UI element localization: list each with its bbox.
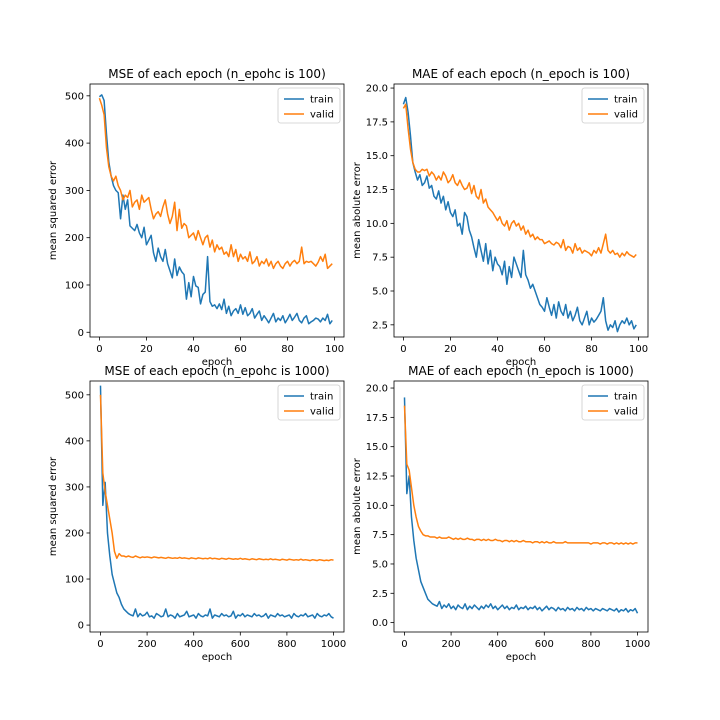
chart-panel-3: 0 200 400 600 800 1000 0 100 200 300 400 500 MSE of … [48, 364, 346, 663]
y-axis-label: mean abolute error [352, 457, 363, 555]
y-tick-label: 20.0 [366, 84, 388, 95]
x-tick-label: 80 [585, 344, 598, 355]
y-tick-label: 500 [65, 91, 84, 102]
y-tick-label: 2.5 [372, 589, 388, 600]
y-tick-label: 300 [65, 186, 84, 197]
x-tick-label: 0 [400, 344, 406, 355]
x-tick-label: 400 [488, 639, 507, 650]
series-line-train [402, 96, 637, 333]
x-tick-label: 80 [281, 344, 294, 355]
series-line-valid [403, 405, 638, 545]
x-tick-label: 400 [184, 639, 203, 650]
y-tick-label: 12.5 [366, 185, 388, 196]
series-line-valid [402, 103, 637, 258]
series-line-train [98, 94, 333, 325]
chart-title: MAE of each epoch (n_epoch is 100) [412, 67, 630, 81]
x-tick-label: 800 [581, 639, 600, 650]
x-tick-label: 1000 [625, 639, 650, 650]
legend-label-valid: valid [310, 407, 334, 418]
x-tick-label: 1000 [321, 639, 346, 650]
x-tick-label: 60 [234, 344, 247, 355]
chart-panel-1: 0 20 40 60 80 100 0 100 200 300 400 500 MSE of each … [48, 67, 345, 368]
x-tick-label: 0 [96, 344, 102, 355]
chart-title: MAE of each epoch (n_epoch is 1000) [408, 364, 634, 378]
legend-label-train: train [310, 95, 333, 106]
y-tick-label: 300 [65, 482, 84, 493]
series-line-train [99, 385, 334, 619]
y-tick-label: 15.0 [366, 442, 388, 453]
y-tick-label: 12.5 [366, 472, 388, 483]
legend-label-valid: valid [614, 110, 638, 121]
y-tick-label: 500 [65, 390, 84, 401]
x-tick-label: 200 [442, 639, 461, 650]
y-tick-label: 7.5 [372, 530, 388, 541]
y-tick-label: 5.0 [372, 559, 388, 570]
x-tick-label: 60 [538, 344, 551, 355]
x-tick-label: 200 [138, 639, 157, 650]
y-tick-label: 200 [65, 528, 84, 539]
y-tick-label: 10.0 [366, 219, 388, 230]
legend-label-train: train [614, 95, 637, 106]
x-tick-label: 40 [187, 344, 200, 355]
chart-panel-2: 0 20 40 60 80 100 2.5 5.0 7.5 10.0 12.5 15.0 17.5 20.… [352, 67, 649, 368]
chart-panel-4: 0 200 400 600 800 1000 0.0 2.5 5.0 7.5 10.0 12.5 15.… [352, 364, 650, 663]
series-line-valid [98, 97, 333, 270]
x-tick-label: 40 [491, 344, 504, 355]
x-tick-label: 600 [231, 639, 250, 650]
chart-title: MSE of each epoch (n_epohc is 100) [108, 67, 326, 81]
x-axis-label: epoch [506, 357, 536, 368]
y-tick-label: 20.0 [366, 384, 388, 395]
y-axis-label: mean abolute error [352, 161, 363, 259]
x-tick-label: 20 [444, 344, 457, 355]
x-axis-label: epoch [202, 357, 232, 368]
y-tick-label: 5.0 [372, 287, 388, 298]
legend-label-train: train [310, 392, 333, 403]
y-axis-label: mean squared error [48, 160, 59, 260]
series-line-valid [99, 394, 334, 562]
y-axis-label: mean squared error [48, 456, 59, 556]
y-tick-label: 200 [65, 233, 84, 244]
x-tick-label: 100 [629, 344, 648, 355]
legend: train valid [277, 384, 341, 421]
x-tick-label: 800 [277, 639, 296, 650]
chart-title: MSE of each epoch (n_epohc is 1000) [104, 364, 329, 378]
y-tick-label: 0.0 [372, 618, 388, 629]
plot-frame [89, 380, 345, 633]
legend: train valid [581, 87, 645, 124]
legend: train valid [581, 384, 645, 421]
y-tick-label: 17.5 [366, 413, 388, 424]
y-tick-label: 15.0 [366, 151, 388, 162]
legend-label-valid: valid [614, 407, 638, 418]
legend: train valid [277, 87, 341, 124]
x-axis-label: epoch [506, 652, 536, 663]
plot-frame [89, 83, 345, 338]
y-tick-label: 7.5 [372, 253, 388, 264]
y-tick-label: 10.0 [366, 501, 388, 512]
legend-label-train: train [614, 392, 637, 403]
series-line-train [403, 397, 639, 614]
y-tick-label: 100 [65, 575, 84, 586]
x-tick-label: 100 [325, 344, 344, 355]
y-tick-label: 2.5 [372, 320, 388, 331]
plot-frame [393, 83, 649, 338]
y-tick-label: 400 [65, 436, 84, 447]
y-tick-label: 0 [78, 621, 84, 632]
y-tick-label: 0 [78, 328, 84, 339]
x-tick-label: 0 [401, 639, 407, 650]
x-axis-label: epoch [202, 652, 232, 663]
y-tick-label: 400 [65, 139, 84, 150]
legend-label-valid: valid [310, 110, 334, 121]
x-tick-label: 600 [535, 639, 554, 650]
y-tick-label: 100 [65, 280, 84, 291]
y-tick-label: 17.5 [366, 117, 388, 128]
x-tick-label: 0 [97, 639, 103, 650]
x-tick-label: 20 [140, 344, 153, 355]
plot-frame [393, 380, 649, 633]
